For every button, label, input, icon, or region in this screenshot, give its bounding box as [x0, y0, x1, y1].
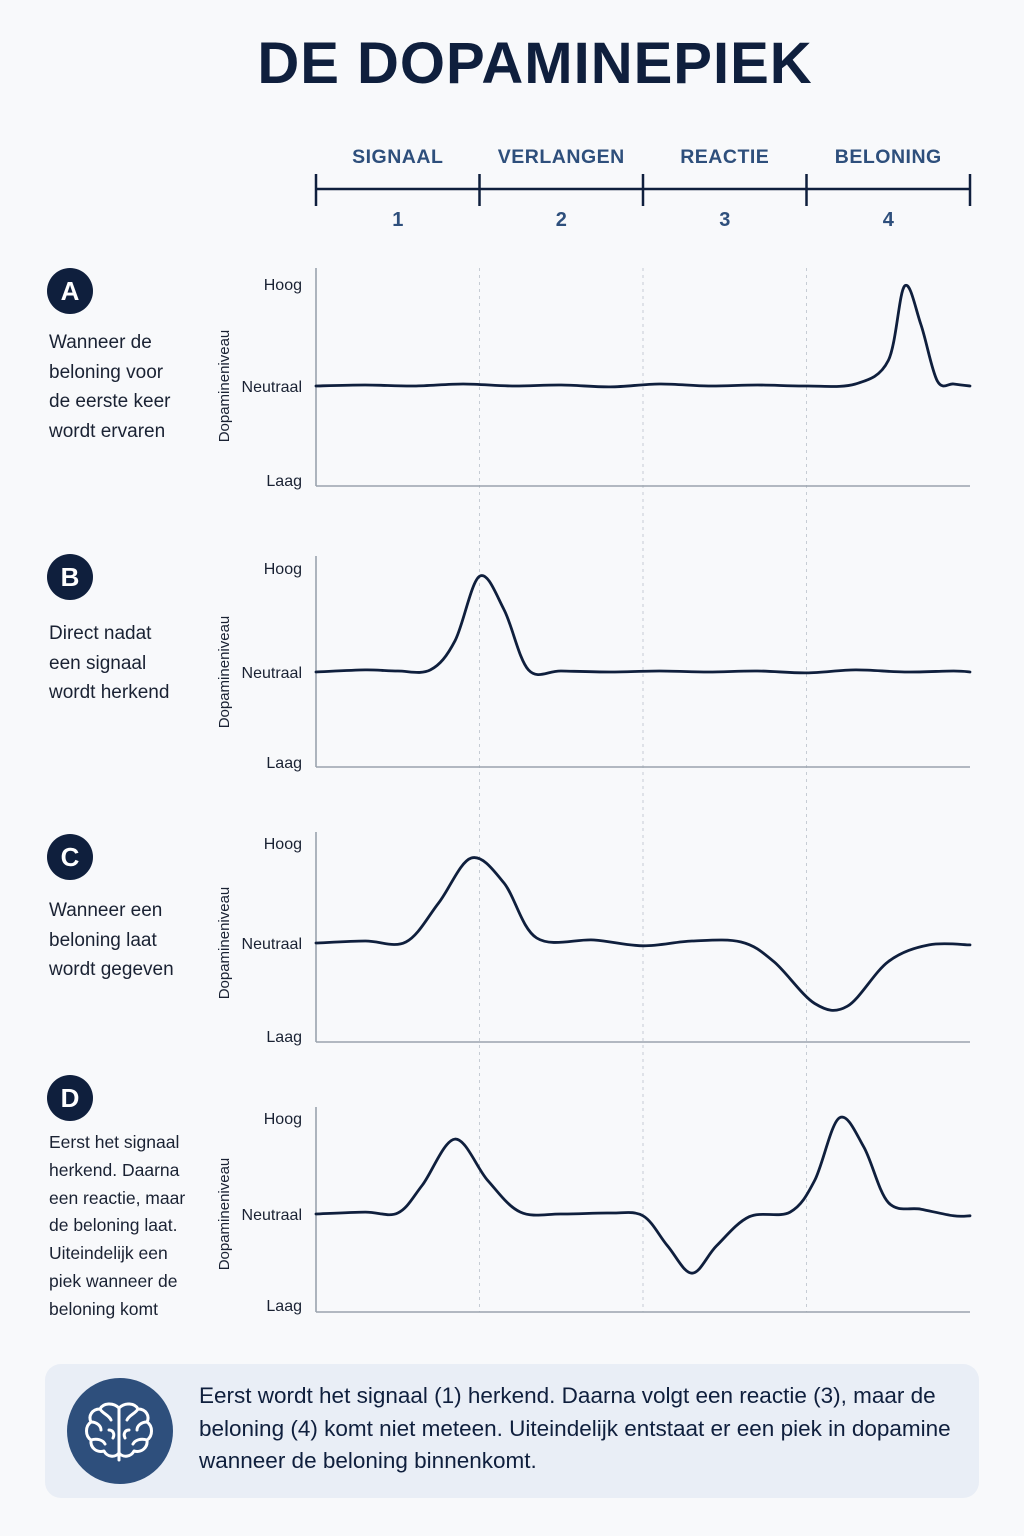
dopamine-line-c — [314, 856, 972, 1012]
phase-label-beloning: BELONING — [835, 146, 942, 168]
summary-text: Eerst wordt het signaal (1) herkend. Daa… — [199, 1383, 951, 1473]
dopamine-line-d — [314, 1115, 972, 1275]
dopamine-line-b — [314, 574, 972, 677]
brain-icon — [67, 1378, 173, 1484]
panel-description-d: Eerst het signaal herkend. Daarna een re… — [49, 1132, 186, 1319]
y-tick-laag-d: Laag — [266, 1298, 302, 1315]
phase-number-3: 3 — [719, 209, 730, 231]
y-tick-hoog-a: Hoog — [264, 277, 302, 294]
y-tick-neutraal-c: Neutraal — [242, 936, 302, 953]
phase-timeline: SIGNAAL 1 VERLANGEN 2 REACTIE 3 BELONING 4 — [314, 146, 972, 231]
y-tick-neutraal-a: Neutraal — [242, 379, 302, 396]
phase-number-1: 1 — [392, 209, 403, 231]
dopamine-line-a — [314, 283, 972, 389]
summary-box: Eerst wordt het signaal (1) herkend. Daa… — [45, 1364, 979, 1498]
phase-label-verlangen: VERLANGEN — [498, 146, 625, 168]
phase-label-reactie: REACTIE — [680, 146, 769, 168]
panel-description-a: Wanneer de beloning voor de eerste keer … — [49, 332, 171, 442]
panel-badge-d: D — [47, 1075, 93, 1121]
panel-description-c: Wanneer een beloning laat wordt gegeven — [49, 900, 174, 980]
y-axis-label-a: Dopamineniveau — [216, 330, 233, 443]
panel-description-b: Direct nadat een signaal wordt herkend — [49, 623, 170, 703]
y-tick-neutraal-b: Neutraal — [242, 665, 302, 682]
dopamine-charts: Hoog Neutraal Laag Dopamineniveau Hoog Neutra… — [216, 268, 972, 1315]
y-tick-hoog-b: Hoog — [264, 561, 302, 578]
phase-number-4: 4 — [883, 209, 895, 231]
panel-badge-a: A — [47, 268, 93, 314]
phase-number-2: 2 — [556, 209, 567, 231]
y-tick-laag-b: Laag — [266, 755, 302, 772]
panel-badge-c: C — [47, 834, 93, 880]
y-tick-neutraal-d: Neutraal — [242, 1207, 302, 1224]
y-tick-laag-c: Laag — [266, 1029, 302, 1046]
phase-label-signaal: SIGNAAL — [352, 146, 443, 168]
y-axis-label-b: Dopamineniveau — [216, 616, 233, 729]
y-tick-hoog-c: Hoog — [264, 836, 302, 853]
y-axis-label-c: Dopamineniveau — [216, 887, 233, 1000]
panel-badge-b: B — [47, 554, 93, 600]
y-tick-hoog-d: Hoog — [264, 1111, 302, 1128]
y-tick-laag-a: Laag — [266, 473, 302, 490]
page-title: DE DOPAMINEPIEK — [257, 31, 813, 96]
y-axis-label-d: Dopamineniveau — [216, 1158, 233, 1271]
